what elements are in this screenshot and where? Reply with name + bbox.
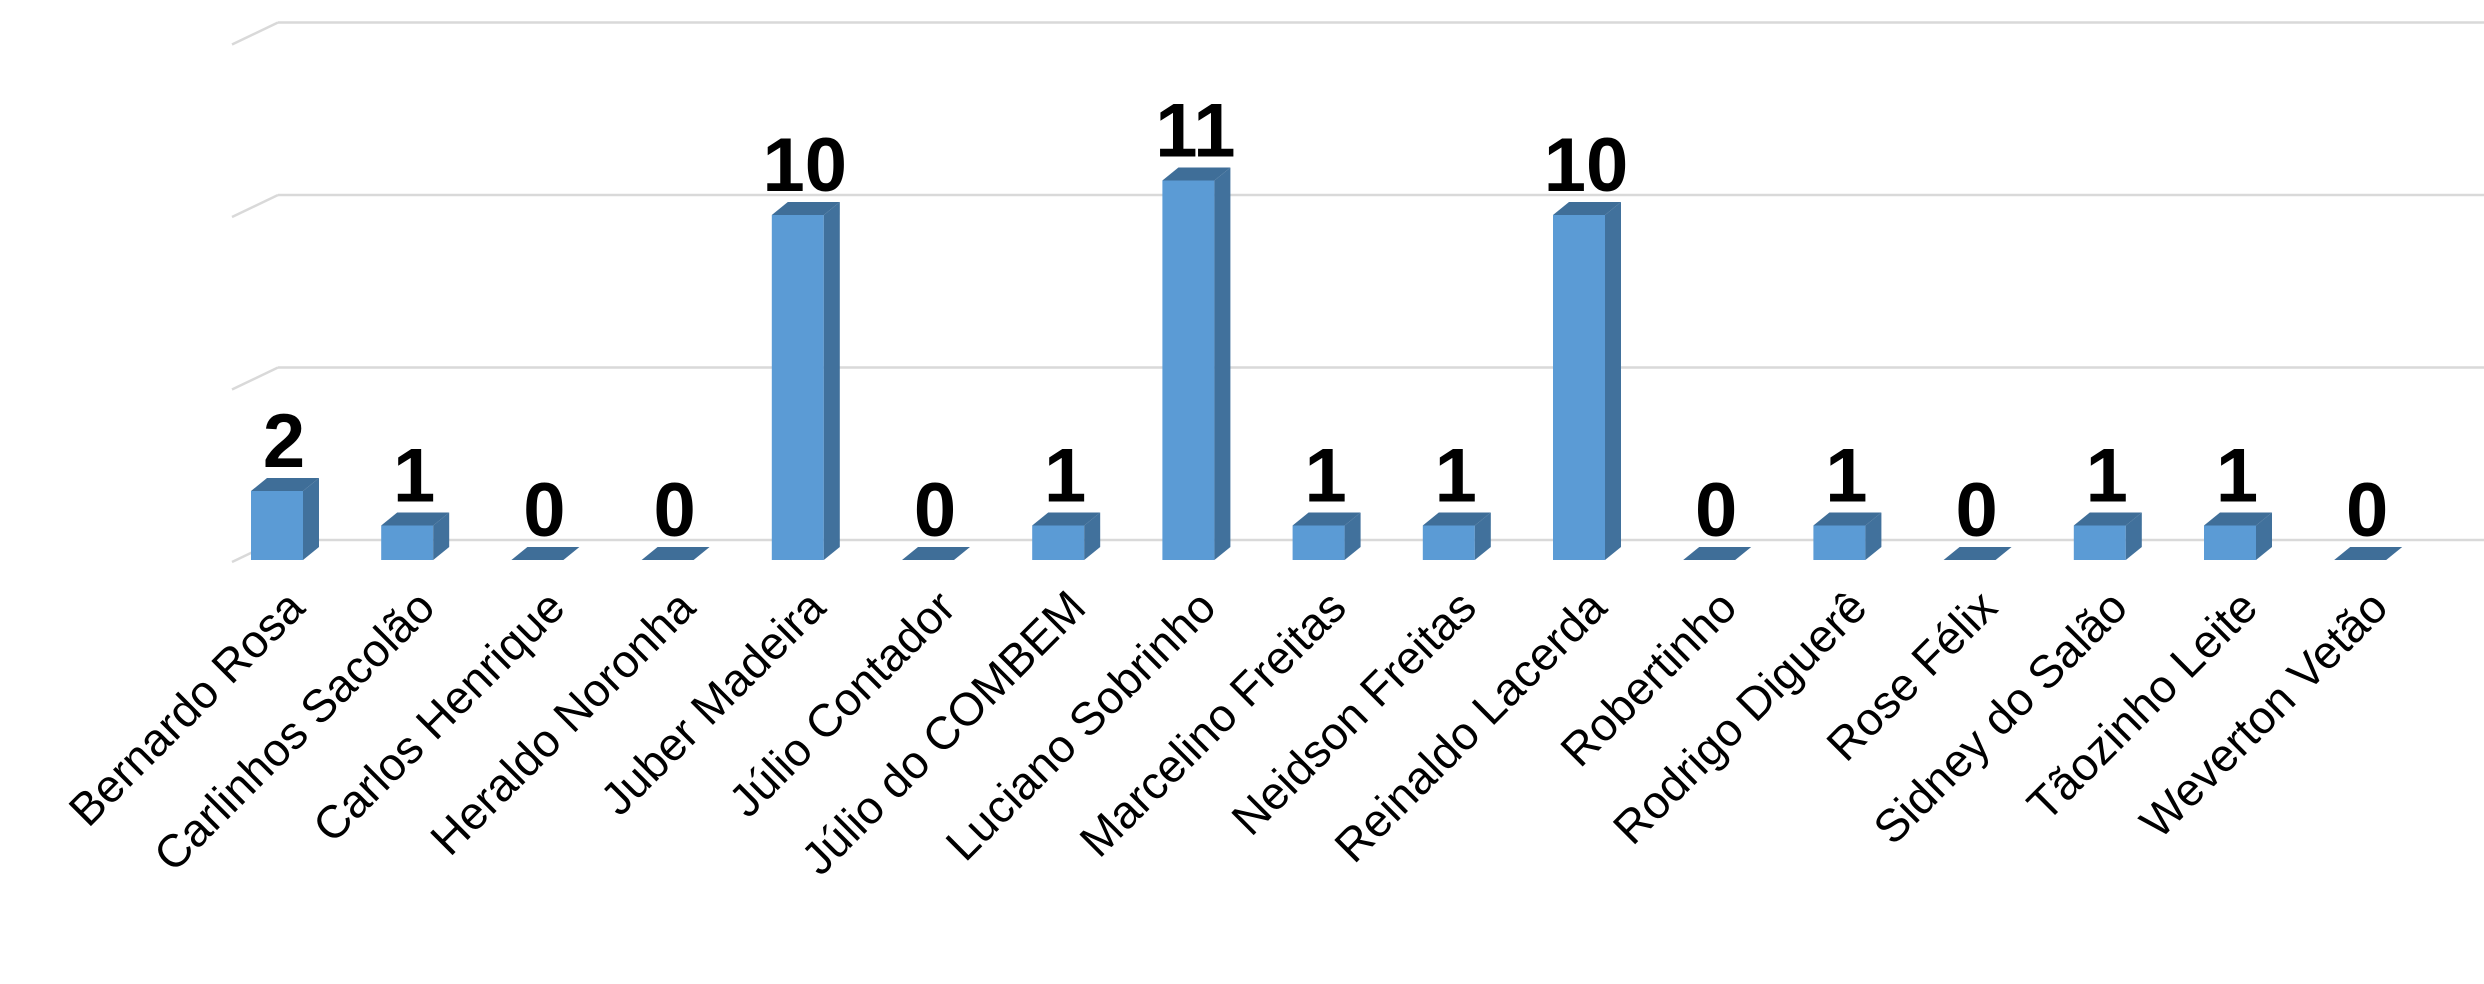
bar: [1813, 512, 1882, 560]
bar: [381, 512, 450, 560]
bar: [2073, 512, 2142, 560]
bar-front: [1162, 180, 1215, 560]
category-label: Júlio Contador: [719, 580, 966, 827]
bar-top: [1813, 512, 1882, 526]
bar: [2204, 512, 2272, 560]
bar-top: [1162, 167, 1231, 181]
bars: [251, 167, 2403, 560]
bar-side: [303, 478, 319, 560]
bar-side: [1084, 512, 1101, 560]
bar: [1422, 512, 1491, 560]
bar: [2334, 547, 2403, 560]
bar: [1032, 512, 1101, 560]
data-label: 0: [1955, 468, 1997, 553]
bar: [1162, 167, 1231, 560]
bar-side: [2256, 512, 2272, 560]
data-label: 0: [653, 468, 695, 553]
data-label: 10: [1544, 123, 1629, 208]
gridline-diagonal: [231, 21, 279, 46]
bar-front: [381, 525, 434, 560]
data-label: 1: [2086, 434, 2128, 519]
bar-front: [251, 491, 303, 560]
data-label: 10: [763, 123, 848, 208]
bar-top: [251, 478, 319, 491]
bar-side: [823, 202, 840, 560]
bar-side: [1214, 167, 1231, 560]
bar-front: [1422, 525, 1475, 560]
data-label: 0: [523, 468, 565, 553]
bar-top: [1422, 512, 1491, 526]
bar-top: [2204, 512, 2272, 526]
bar-front: [2073, 525, 2126, 560]
bar: [1683, 547, 1752, 560]
bar-front: [1032, 525, 1085, 560]
bar-top: [2334, 547, 2403, 560]
gridline-diagonal: [231, 366, 279, 391]
bar-side: [1605, 202, 1621, 560]
bar-top: [641, 547, 710, 560]
category-label: Bernardo Rosa: [59, 580, 315, 836]
data-label: 0: [914, 468, 956, 553]
bar-side: [1344, 512, 1361, 560]
bar: [1943, 547, 2012, 560]
bar: [251, 478, 319, 560]
bar-top: [902, 547, 970, 560]
data-label: 0: [1695, 468, 1737, 553]
data-label: 1: [1044, 434, 1086, 519]
bar-front: [2204, 525, 2256, 560]
data-label: 1: [1825, 434, 1867, 519]
bar: [1553, 202, 1621, 560]
data-label: 11: [1155, 89, 1235, 174]
bar: [641, 547, 710, 560]
data-label: 1: [1304, 434, 1346, 519]
bar-side: [1865, 512, 1882, 560]
bar: [902, 547, 970, 560]
bar-top: [2073, 512, 2142, 526]
bar-top: [1943, 547, 2012, 560]
bar-front: [1813, 525, 1866, 560]
bar: [511, 547, 580, 560]
bar-side: [2125, 512, 2142, 560]
gridlines: [231, 21, 2484, 564]
bar-front: [771, 215, 824, 560]
gridline-diagonal: [231, 193, 279, 219]
bar-top: [771, 202, 840, 215]
data-label: 1: [2216, 434, 2258, 519]
bar-front: [1553, 215, 1605, 560]
bar-top: [511, 547, 580, 560]
category-label: Tãozinho Leite: [2017, 580, 2267, 830]
bar-side: [433, 512, 450, 560]
bar-side: [1474, 512, 1491, 560]
category-label: Juber Madeira: [590, 580, 835, 825]
data-label: 0: [2346, 468, 2388, 553]
bar-top: [381, 512, 450, 526]
data-label: 1: [1435, 434, 1477, 519]
bar: [1292, 512, 1361, 560]
bar-front: [1292, 525, 1345, 560]
bar-top: [1292, 512, 1361, 526]
bar-top: [1683, 547, 1752, 560]
bar-top: [1553, 202, 1621, 215]
data-label: 1: [393, 434, 435, 519]
bar-top: [1032, 512, 1101, 526]
bar: [771, 202, 840, 560]
data-label: 2: [263, 399, 305, 484]
